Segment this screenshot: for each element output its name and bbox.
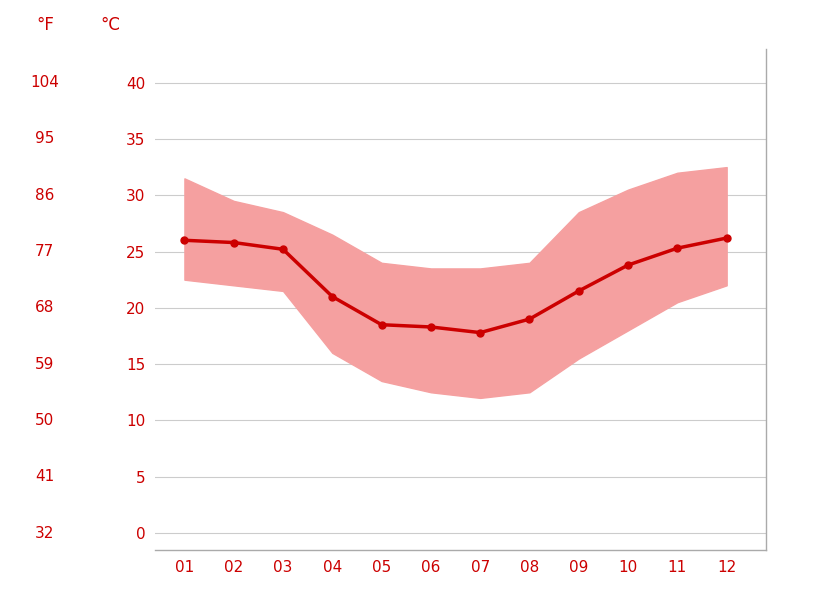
Text: °C: °C bbox=[100, 16, 120, 34]
Text: 41: 41 bbox=[35, 469, 55, 484]
Text: 77: 77 bbox=[35, 244, 55, 259]
Text: 95: 95 bbox=[35, 131, 55, 147]
Text: 86: 86 bbox=[35, 188, 55, 203]
Text: °F: °F bbox=[36, 16, 54, 34]
Text: 104: 104 bbox=[30, 75, 59, 90]
Text: 68: 68 bbox=[35, 301, 55, 315]
Text: 59: 59 bbox=[35, 357, 55, 371]
Text: 50: 50 bbox=[35, 413, 55, 428]
Text: 32: 32 bbox=[35, 525, 55, 541]
